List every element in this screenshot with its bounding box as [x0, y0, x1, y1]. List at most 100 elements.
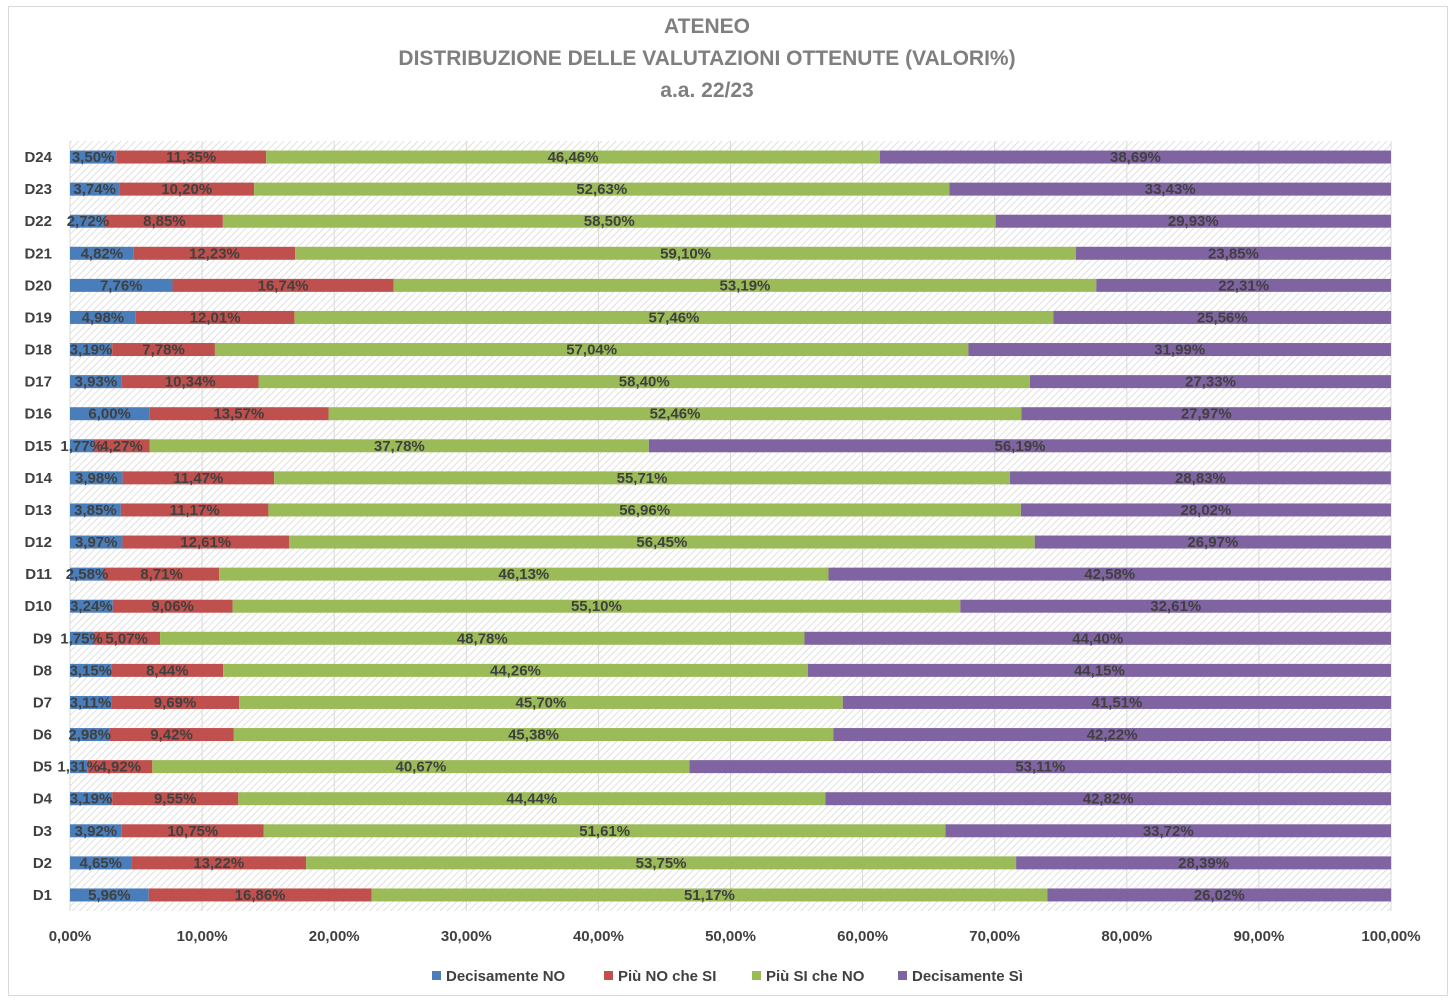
category-axis: D1 D2 D3 D4 D5 D6 D7 D8 D9 D10 D11 D12 D13 D14 D15 D16 D…: [24, 149, 52, 904]
data-label: 44,15%: [1074, 662, 1125, 679]
category-label: D6: [33, 727, 52, 744]
category-label: D1: [33, 887, 52, 904]
bar-segment: [825, 792, 1391, 806]
legend-label: Decisamente NO: [446, 968, 566, 985]
data-label: 12,01%: [190, 309, 241, 326]
data-label: 28,83%: [1175, 470, 1226, 487]
bar-segment: [289, 535, 1035, 549]
data-label: 3,11%: [70, 694, 112, 711]
value-axis: 0,00% 10,00% 20,00% 30,00% 40,00% 50,00% 60,00…: [49, 928, 1421, 945]
data-label: 53,11%: [1015, 759, 1065, 776]
bar-segment: [105, 214, 223, 228]
x-tick-label: 30,00%: [441, 928, 492, 945]
category-label: D5: [33, 759, 52, 776]
bar-segment: [1053, 310, 1392, 324]
data-label: 51,17%: [684, 887, 735, 904]
category-label: D14: [24, 470, 52, 487]
bar-segment: [70, 407, 150, 421]
bar-segment: [135, 310, 295, 324]
bar-segment: [263, 824, 946, 838]
category-label: D2: [33, 855, 52, 872]
data-label: 9,06%: [151, 598, 194, 615]
bar-segment: [70, 824, 122, 838]
bar-segment: [274, 471, 1011, 485]
legend: Decisamente NO Più NO che SI Più SI che NO…: [432, 968, 1023, 985]
data-label: 44,26%: [490, 662, 541, 679]
legend-swatch: [752, 971, 761, 980]
x-tick-label: 80,00%: [1101, 928, 1152, 945]
category-label: D7: [33, 694, 52, 711]
bar-segment: [648, 439, 1392, 453]
bar-segment: [70, 471, 123, 485]
bar-segment: [294, 310, 1054, 324]
bar-segment: [119, 182, 255, 196]
category-label: D20: [24, 277, 52, 294]
data-label: 4,65%: [79, 855, 122, 872]
data-label: 55,10%: [571, 598, 622, 615]
x-tick-label: 0,00%: [49, 928, 92, 945]
category-label: D9: [33, 630, 52, 647]
x-tick-label: 50,00%: [705, 928, 756, 945]
data-label: 59,10%: [660, 245, 711, 262]
x-tick-label: 100,00%: [1361, 928, 1420, 945]
bar-segment: [122, 535, 290, 549]
data-label: 57,04%: [566, 342, 617, 359]
bar-segment: [104, 567, 220, 581]
bar-segment: [1016, 856, 1392, 870]
bar-segment: [70, 343, 113, 357]
bar-segment: [833, 728, 1391, 742]
bar-segment: [70, 567, 105, 581]
data-label: 7,78%: [142, 342, 185, 359]
data-label: 11,47%: [173, 470, 223, 487]
bar-segment: [295, 246, 1076, 260]
title-line: ATENEO: [664, 15, 750, 38]
bar-segment: [116, 150, 267, 164]
data-label: 3,50%: [72, 149, 115, 166]
bar-segment: [70, 150, 117, 164]
data-label: 13,57%: [213, 406, 264, 423]
bar-segment: [306, 856, 1017, 870]
bar-segment: [133, 246, 296, 260]
data-labels: 5,96% 16,86% 51,17% 26,02% 4,65% 13,22% 53,75%…: [57, 149, 1269, 904]
data-label: 38,69%: [1110, 149, 1161, 166]
data-label: 26,02%: [1194, 887, 1245, 904]
category-label: D4: [33, 791, 53, 808]
bar-segment: [121, 375, 259, 389]
bar-segment: [219, 567, 829, 581]
bar-segment: [111, 663, 224, 677]
bar-segment: [1020, 503, 1391, 517]
data-label: 40,67%: [395, 759, 446, 776]
data-label: 3,15%: [70, 662, 113, 679]
data-label: 4,27%: [100, 438, 143, 455]
data-label: 11,35%: [166, 149, 216, 166]
bar-segment: [995, 214, 1391, 228]
data-label: 53,19%: [720, 277, 771, 294]
data-label: 42,82%: [1083, 791, 1134, 808]
data-label: 3,85%: [74, 502, 117, 519]
bar-segment: [239, 695, 843, 709]
bar-segment: [70, 439, 94, 453]
bar-segment: [1096, 278, 1391, 292]
bar-segment: [393, 278, 1097, 292]
bar-segment: [149, 439, 649, 453]
data-label: 46,46%: [548, 149, 599, 166]
category-label: D17: [24, 374, 52, 391]
data-label: 5,07%: [105, 630, 148, 647]
data-label: 45,38%: [508, 727, 559, 744]
x-tick-label: 20,00%: [309, 928, 360, 945]
bar-segment: [112, 343, 215, 357]
data-label: 28,02%: [1180, 502, 1231, 519]
bar-segment: [266, 150, 880, 164]
bar-segment: [949, 182, 1391, 196]
data-label: 32,61%: [1150, 598, 1201, 615]
bar-segment: [371, 888, 1048, 902]
bar-segment: [131, 856, 307, 870]
data-label: 8,85%: [143, 213, 186, 230]
bar-segment: [120, 503, 269, 517]
data-label: 29,93%: [1168, 213, 1219, 230]
category-label: D18: [24, 342, 52, 359]
legend-swatch: [604, 971, 613, 980]
bar-segment: [160, 631, 805, 645]
bar-segment: [70, 310, 136, 324]
